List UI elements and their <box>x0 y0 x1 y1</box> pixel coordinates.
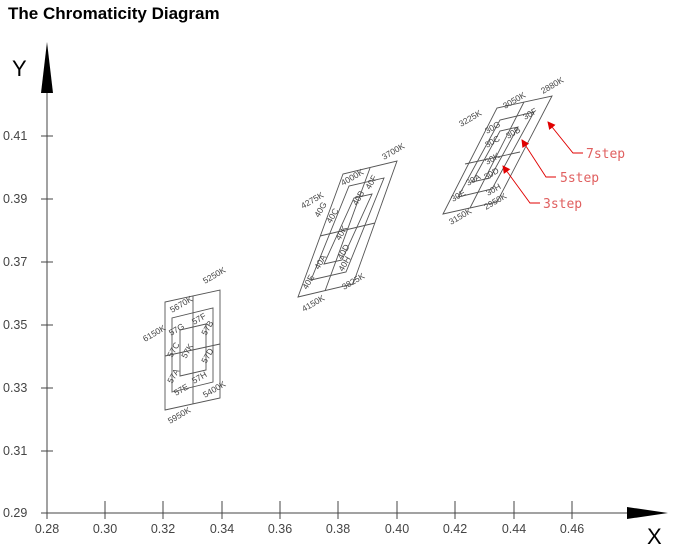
bin-group-57: 6150K 5670K 5250K 5950K 5400K 57G 57F 57… <box>141 265 228 426</box>
arrow-5step <box>521 139 556 178</box>
bin-57-outer <box>164 289 221 411</box>
bin-group-40: 4275K 4000K 3700K 4150K 3825K 40G 40F 40… <box>297 141 407 314</box>
x-tick-label-0: 0.28 <box>35 522 59 536</box>
bin-40-outer <box>297 160 398 298</box>
bin-label-40c: 40C <box>324 206 340 225</box>
bin-40-mid <box>310 177 385 281</box>
cct-label-5250k: 5250K <box>201 265 228 286</box>
bin-label-57g: 57G <box>167 321 186 338</box>
y-tick-label-6: 0.41 <box>3 129 27 143</box>
x-tick-label-2: 0.32 <box>151 522 175 536</box>
y-axis-arrow <box>41 42 53 93</box>
cct-label-3150k: 3150K <box>447 206 474 227</box>
bin-label-57e: 57E <box>172 381 190 397</box>
arrow-7step <box>547 121 583 154</box>
x-tick-label-6: 0.40 <box>385 522 409 536</box>
x-tick-label-7: 0.42 <box>443 522 467 536</box>
x-tick-label-4: 0.36 <box>268 522 292 536</box>
bin-label-57a: 57A <box>165 367 181 385</box>
x-tick-label-8: 0.44 <box>502 522 526 536</box>
bin-label-30f: 30F <box>521 106 539 122</box>
label-3step: 3step <box>543 197 582 212</box>
x-tick-label-3: 0.34 <box>210 522 234 536</box>
cct-label-5950k: 5950K <box>166 405 193 426</box>
x-ticks: 0.28 0.30 0.32 0.34 0.36 0.38 0.40 0.42 … <box>35 501 584 536</box>
x-tick-label-5: 0.38 <box>326 522 350 536</box>
cct-label-3050k: 3050K <box>501 90 528 111</box>
x-axis-label: X <box>647 524 662 548</box>
y-axis-label: Y <box>12 56 27 81</box>
bin-label-40f: 40F <box>363 173 379 191</box>
bin-30-mid <box>457 111 535 198</box>
cct-label-3700k: 3700K <box>380 141 407 162</box>
bin-30-outer <box>442 95 553 215</box>
bin-57-mid <box>171 307 214 393</box>
y-tick-label-4: 0.37 <box>3 255 27 269</box>
y-tick-label-3: 0.35 <box>3 318 27 332</box>
bin-label-40k: 40K <box>333 224 349 242</box>
cct-label-4000k: 4000K <box>339 167 366 188</box>
bin-30-divider-v <box>469 101 525 209</box>
bin-label-30c: 30C <box>483 133 502 149</box>
cct-label-2880k: 2880K <box>539 75 566 96</box>
bin-label-30e: 30E <box>449 187 467 203</box>
y-tick-label-5: 0.39 <box>3 192 27 206</box>
bin-30-inner <box>471 126 519 183</box>
cct-label-5400k: 5400K <box>201 379 228 400</box>
bin-57-inner <box>179 323 207 377</box>
cct-label-3825k: 3825K <box>340 271 367 292</box>
y-ticks: 0.29 0.31 0.33 0.35 0.37 0.39 0.41 <box>3 129 53 520</box>
cct-label-3225k: 3225K <box>457 108 484 129</box>
bin-57-divider-h <box>164 343 221 357</box>
label-5step: 5step <box>560 171 599 186</box>
chart-title: The Chromaticity Diagram <box>8 4 220 23</box>
bin-label-57c: 57C <box>165 340 181 359</box>
bin-30-divider-h <box>464 151 521 165</box>
arrow-3step <box>502 165 540 204</box>
bin-label-40b: 40B <box>350 189 366 207</box>
y-tick-label-1: 0.31 <box>3 444 27 458</box>
y-tick-label-0: 0.29 <box>3 506 27 520</box>
cct-label-6150k: 6150K <box>141 323 168 344</box>
x-axis-arrow <box>627 507 668 519</box>
bin-40-divider-h <box>319 222 376 237</box>
y-tick-label-2: 0.33 <box>3 381 27 395</box>
bin-label-30k: 30K <box>483 150 501 166</box>
x-tick-label-1: 0.30 <box>93 522 117 536</box>
bin-label-30a: 30A <box>464 171 482 187</box>
x-tick-label-9: 0.46 <box>560 522 584 536</box>
step-indicators: 7step 5step 3step <box>502 121 625 212</box>
bin-label-40e: 40E <box>300 273 316 291</box>
cct-label-5670k: 5670K <box>168 294 195 315</box>
label-7step: 7step <box>586 147 625 162</box>
bin-label-40a: 40A <box>312 253 328 271</box>
